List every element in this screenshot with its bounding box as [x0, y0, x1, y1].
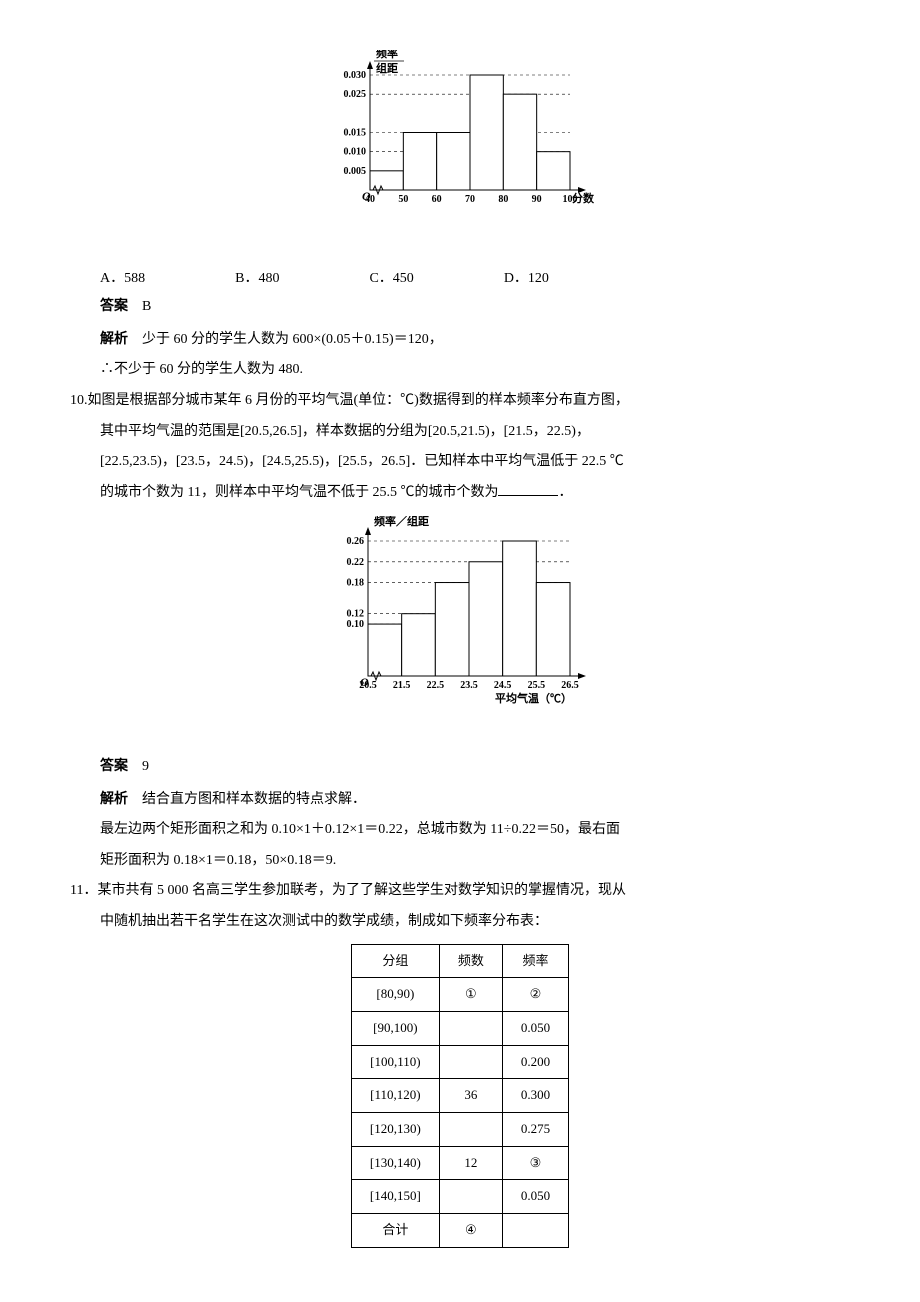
option-a: A．588	[100, 266, 145, 293]
table-header-cell: 频率	[502, 944, 568, 978]
table-row: [110,120)360.300	[351, 1079, 568, 1113]
table-cell: ②	[502, 978, 568, 1012]
table-cell: 0.300	[502, 1079, 568, 1113]
svg-text:26.5: 26.5	[561, 680, 579, 691]
q10-line4: 的城市个数为 11，则样本中平均气温不低于 25.5 ℃的城市个数为．	[60, 480, 860, 507]
svg-text:25.5: 25.5	[528, 680, 546, 691]
table-cell: ①	[439, 978, 502, 1012]
q10-line2: 其中平均气温的范围是[20.5,26.5]，样本数据的分组为[20.5,21.5…	[60, 419, 860, 446]
q9-expl-2: ∴不少于 60 分的学生人数为 480.	[100, 357, 860, 384]
table-cell	[502, 1214, 568, 1248]
table-row: 合计④	[351, 1214, 568, 1248]
table-cell: ④	[439, 1214, 502, 1248]
svg-text:0.22: 0.22	[347, 557, 365, 568]
table-cell	[439, 1112, 502, 1146]
table-cell	[439, 1180, 502, 1214]
q10-line3: [22.5,23.5)，[23.5，24.5)，[24.5,25.5)，[25.…	[60, 449, 860, 476]
q9-expl-1: 少于 60 分的学生人数为 600×(0.05＋0.15)＝120，	[142, 332, 443, 347]
svg-text:0.010: 0.010	[344, 147, 367, 158]
q10-expl-line2: 最左边两个矩形面积之和为 0.10×1＋0.12×1＝0.22，总城市数为 11…	[100, 817, 860, 844]
svg-text:O: O	[360, 675, 369, 689]
q10-chart: 0.100.120.180.220.2620.521.522.523.524.5…	[60, 516, 860, 742]
table-row: [100,110) 0.200	[351, 1045, 568, 1079]
table-cell: 合计	[351, 1214, 439, 1248]
svg-text:0.12: 0.12	[347, 609, 365, 620]
svg-text:90: 90	[532, 194, 542, 205]
svg-text:0.025: 0.025	[344, 89, 367, 100]
table-row: [140,150] 0.050	[351, 1180, 568, 1214]
svg-text:80: 80	[498, 194, 508, 205]
svg-text:23.5: 23.5	[460, 680, 478, 691]
q9-answer-line: 答案 B	[100, 292, 860, 321]
table-cell: [110,120)	[351, 1079, 439, 1113]
svg-text:频率: 频率	[376, 50, 398, 60]
table-cell: [80,90)	[351, 978, 439, 1012]
table-cell: 12	[439, 1146, 502, 1180]
svg-text:0.10: 0.10	[347, 619, 365, 630]
table-cell: 0.050	[502, 1180, 568, 1214]
answer-label: 答案	[100, 757, 128, 773]
table-header-cell: 分组	[351, 944, 439, 978]
svg-text:0.26: 0.26	[347, 536, 365, 547]
blank-fill	[498, 481, 558, 496]
table-cell: [90,100)	[351, 1011, 439, 1045]
table-cell: 36	[439, 1079, 502, 1113]
table-cell	[439, 1045, 502, 1079]
table-cell: [100,110)	[351, 1045, 439, 1079]
q11-line1: 11．某市共有 5 000 名高三学生参加联考，为了了解这些学生对数学知识的掌握…	[60, 878, 860, 905]
q10-num: 10.	[70, 393, 88, 408]
expl-label: 解析	[100, 790, 128, 806]
q9-answer: B	[142, 299, 151, 314]
table-row: [130,140)12③	[351, 1146, 568, 1180]
svg-text:平均气温（℃）: 平均气温（℃）	[495, 691, 572, 705]
q10-expl-line1: 解析 结合直方图和样本数据的特点求解．	[100, 785, 860, 814]
expl-label: 解析	[100, 330, 128, 346]
option-b: B．480	[235, 266, 279, 293]
q11-table: 分组频数频率[80,90)①②[90,100)0.050[100,110)0.2…	[351, 944, 569, 1248]
q11-num: 11．	[70, 883, 97, 898]
svg-text:70: 70	[465, 194, 475, 205]
svg-text:0.18: 0.18	[347, 578, 365, 589]
q10-answer-line: 答案 9	[100, 752, 860, 781]
svg-text:24.5: 24.5	[494, 680, 512, 691]
svg-text:频率／组距: 频率／组距	[374, 516, 429, 528]
answer-label: 答案	[100, 297, 128, 313]
table-row: [90,100) 0.050	[351, 1011, 568, 1045]
table-cell	[439, 1011, 502, 1045]
svg-text:0.005: 0.005	[344, 166, 367, 177]
svg-text:22.5: 22.5	[427, 680, 445, 691]
svg-text:组距: 组距	[376, 61, 398, 75]
table-cell: 0.275	[502, 1112, 568, 1146]
svg-text:0.030: 0.030	[344, 70, 367, 81]
table-cell: ③	[502, 1146, 568, 1180]
table-cell: [120,130)	[351, 1112, 439, 1146]
svg-text:O: O	[362, 189, 371, 203]
table-row: [80,90)①②	[351, 978, 568, 1012]
table-cell: 0.050	[502, 1011, 568, 1045]
q10-line1: 10.如图是根据部分城市某年 6 月份的平均气温(单位：℃)数据得到的样本频率分…	[60, 388, 860, 415]
q9-chart: 0.0050.0100.0150.0250.030405060708090100…	[60, 50, 860, 256]
q9-options: A．588 B．480 C．450 D．120	[100, 266, 860, 293]
svg-text:0.015: 0.015	[344, 128, 367, 139]
table-header-cell: 频数	[439, 944, 502, 978]
svg-text:60: 60	[432, 194, 442, 205]
q10-answer: 9	[142, 759, 149, 774]
svg-text:分数: 分数	[572, 191, 595, 205]
table-header: 分组频数频率	[351, 944, 568, 978]
table-row: [120,130) 0.275	[351, 1112, 568, 1146]
table-cell: 0.200	[502, 1045, 568, 1079]
q9-explanation: 解析 少于 60 分的学生人数为 600×(0.05＋0.15)＝120，	[100, 325, 860, 354]
table-cell: [140,150]	[351, 1180, 439, 1214]
svg-text:21.5: 21.5	[393, 680, 411, 691]
q11-line2: 中随机抽出若干名学生在这次测试中的数学成绩，制成如下频率分布表：	[60, 909, 860, 936]
option-c: C．450	[369, 266, 413, 293]
svg-text:50: 50	[398, 194, 408, 205]
table-cell: [130,140)	[351, 1146, 439, 1180]
q10-expl-line3: 矩形面积为 0.18×1＝0.18，50×0.18＝9.	[100, 848, 860, 875]
option-d: D．120	[504, 266, 549, 293]
